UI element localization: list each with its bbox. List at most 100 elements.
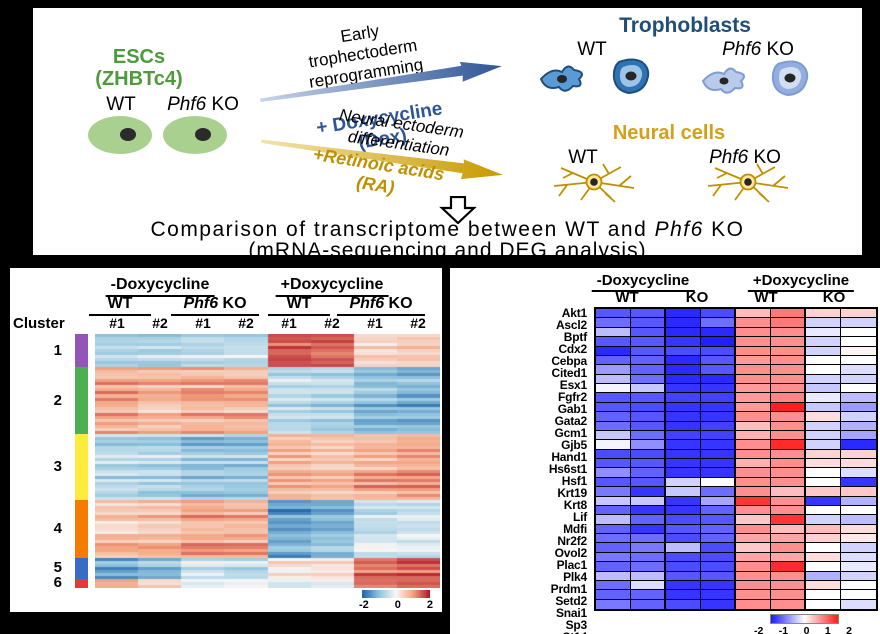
heatmap-cell bbox=[701, 562, 736, 572]
gene-label: Krt19 bbox=[557, 486, 587, 500]
left-sub-ko-1: Phf6 KO bbox=[171, 295, 259, 316]
heatmap-cell bbox=[701, 327, 736, 338]
heatmap-cell bbox=[806, 393, 841, 403]
heatmap-cell bbox=[806, 365, 841, 375]
cluster-axis-label: Cluster bbox=[13, 315, 65, 332]
heatmap-cell bbox=[806, 496, 841, 506]
heatmap-cell bbox=[631, 571, 666, 581]
gene-label: Setd2 bbox=[555, 594, 587, 608]
troph-ko-suffix: KO bbox=[761, 39, 794, 60]
heatmap-cell bbox=[666, 599, 701, 609]
heatmap-cell bbox=[701, 524, 736, 534]
left-group-plus-dox: +Doxycycline bbox=[275, 276, 389, 297]
heatmap-cell bbox=[596, 327, 631, 338]
heatmap-cell bbox=[806, 543, 841, 553]
heatmap-cell bbox=[806, 309, 841, 319]
heatmap-cell bbox=[771, 440, 806, 450]
heatmap-cell bbox=[701, 599, 736, 609]
gene-heatmap-grid bbox=[594, 307, 878, 611]
heatmap-cell bbox=[666, 355, 701, 366]
heatmap-cell bbox=[841, 412, 876, 422]
heatmap-cell bbox=[701, 468, 736, 478]
gene-label: Snai1 bbox=[555, 606, 587, 620]
esc-cell-ko bbox=[163, 116, 227, 154]
left-sub-ko-1-suffix: KO bbox=[218, 295, 247, 312]
esc-ko-gene: Phf6 bbox=[167, 94, 207, 115]
gene-label: St14 bbox=[450, 631, 590, 634]
heatmap-cell bbox=[631, 580, 666, 591]
heatmap-cell bbox=[596, 459, 631, 469]
heatmap-cell bbox=[736, 346, 771, 356]
heatmap-cell bbox=[736, 393, 771, 403]
gene-label: Prdm1 bbox=[550, 582, 588, 596]
rep-label: #1 bbox=[281, 315, 297, 331]
heatmap-cell bbox=[806, 346, 841, 356]
heatmap-cell bbox=[736, 515, 771, 525]
right-group-minus-dox: -Doxycycline bbox=[591, 272, 695, 292]
right-tick: 0 bbox=[803, 625, 810, 634]
left-sub-ko-1-gene: Phf6 bbox=[183, 295, 219, 312]
heatmap-cell bbox=[701, 496, 736, 506]
heatmap-cell bbox=[701, 337, 736, 347]
heatmap-cell bbox=[841, 402, 876, 413]
right-tick: -2 bbox=[754, 625, 764, 634]
left-sub-ko-2-gene: Phf6 bbox=[349, 295, 385, 312]
heatmap-cell bbox=[841, 337, 876, 347]
neural-ko-label: Phf6 KO bbox=[695, 147, 795, 169]
heatmap-cell bbox=[596, 393, 631, 403]
heatmap-cell bbox=[596, 421, 631, 431]
heatmap-cell bbox=[771, 374, 806, 384]
heatmap-cell bbox=[771, 552, 806, 563]
heatmap-cell bbox=[666, 346, 701, 356]
heatmap-cell bbox=[596, 449, 631, 459]
heatmap-cell bbox=[701, 515, 736, 525]
heatmap-cell bbox=[736, 477, 771, 488]
heatmap-cell bbox=[736, 496, 771, 506]
rep-label: #1 bbox=[367, 315, 383, 331]
heatmap-cell bbox=[736, 384, 771, 394]
heatmap-cell bbox=[841, 571, 876, 581]
gene-label: Nr2f2 bbox=[557, 534, 587, 548]
heatmap-cell bbox=[841, 393, 876, 403]
heatmap-cell bbox=[771, 505, 806, 516]
neural-cells-title: Neural cells bbox=[612, 122, 726, 144]
heatmap-cell bbox=[771, 524, 806, 534]
heatmap-cell bbox=[701, 477, 736, 488]
heatmap-cell bbox=[701, 365, 736, 375]
conclusion-line1: Comparison of transcriptome between WT a… bbox=[33, 218, 862, 242]
left-sub-ko-2-suffix: KO bbox=[384, 295, 413, 312]
heatmap-cell bbox=[736, 552, 771, 563]
heatmap-cell bbox=[631, 355, 666, 366]
heatmap-cell bbox=[736, 505, 771, 516]
gene-label: Ovol2 bbox=[554, 546, 588, 560]
gene-label: Bptf bbox=[563, 330, 587, 344]
heatmap-cell bbox=[841, 534, 876, 544]
gene-label: Sp3 bbox=[565, 618, 588, 632]
trophoblasts-title: Trophoblasts bbox=[619, 14, 751, 37]
heatmap-cell bbox=[596, 346, 631, 356]
cluster-number: 2 bbox=[53, 391, 62, 409]
heatmap-cell bbox=[666, 337, 701, 347]
cluster-heatmap bbox=[95, 334, 440, 588]
heatmap-cell bbox=[631, 552, 666, 563]
retinoic-arrow-icon bbox=[260, 139, 503, 180]
heatmap-cell bbox=[771, 534, 806, 544]
right-colorbar-ticks: -2 -1 0 1 2 bbox=[754, 625, 852, 634]
heatmap-cell bbox=[806, 374, 841, 384]
heatmap-cell bbox=[631, 468, 666, 478]
cluster-heatmap-panel: -Doxycycline +Doxycycline WT Phf6 KO WT … bbox=[10, 268, 442, 612]
heatmap-cell bbox=[666, 571, 701, 581]
heatmap-cell bbox=[631, 440, 666, 450]
heatmap-cell bbox=[701, 459, 736, 469]
heatmap-cell bbox=[631, 346, 666, 356]
heatmap-cell bbox=[841, 580, 876, 591]
heatmap-cell bbox=[631, 374, 666, 384]
heatmap-cell bbox=[631, 477, 666, 488]
troph-ko-label: Phf6 KO bbox=[708, 39, 808, 61]
gene-label: Akt1 bbox=[561, 306, 587, 320]
cluster-bar-segment bbox=[75, 557, 88, 579]
rep-label: #2 bbox=[238, 315, 254, 331]
heatmap-cell bbox=[771, 599, 806, 609]
heatmap-cell bbox=[701, 318, 736, 328]
